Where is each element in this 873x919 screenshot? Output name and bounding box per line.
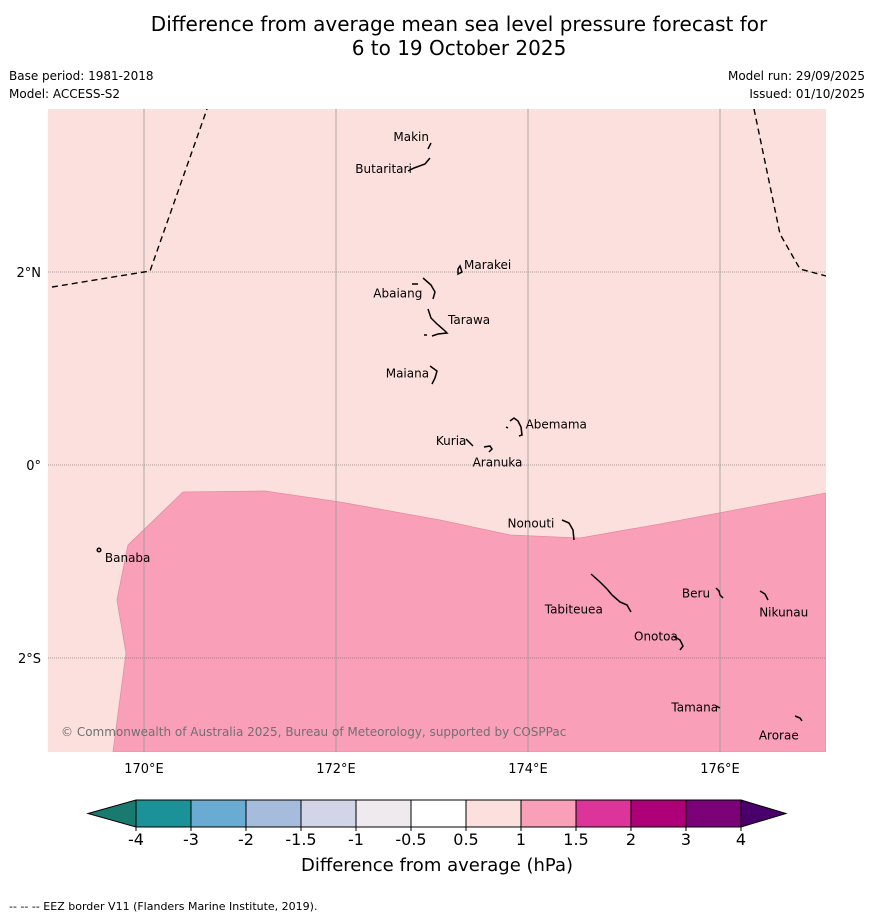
island-label: Butaritari [355,162,412,176]
coast-tamana [715,705,721,709]
latitude-label: 2°S [18,652,41,667]
island-label: Abemama [526,417,587,431]
colorbar-tick-label: 2 [626,830,636,849]
coast-nonouti [561,519,575,541]
meta-right: Model run: 29/09/2025 Issued: 01/10/2025 [728,68,865,104]
title-line-2: 6 to 19 October 2025 [351,36,567,60]
colorbar-swatch [300,799,357,828]
base-period: Base period: 1981-2018 [9,69,154,83]
eez-border [51,109,826,288]
island-label: Maiana [386,366,429,380]
coast-tabiteuea [590,573,632,613]
coast-makin [427,142,432,150]
copyright-text: © Commonwealth of Australia 2025, Bureau… [61,725,566,739]
eez-border-east [753,109,826,277]
map-title: Difference from average mean sea level p… [0,12,873,60]
island-label: Abaiang [373,286,422,300]
model-run: Model run: 29/09/2025 [727,69,865,83]
colorbar-tick-label: -1 [348,830,364,849]
anomaly-region-1-to-1.5 [112,490,826,752]
colorbar-swatch [410,799,467,828]
coast-tarawa [427,308,449,337]
latitude-label: 0° [26,459,41,474]
longitude-label: 174°E [508,762,548,777]
colorbar-extend-high [740,799,788,828]
colorbar-swatch [355,799,412,828]
latitude-labels: 2°N 0° 2°S [17,266,42,667]
coast-marakei [457,264,463,276]
colorbar-extend-low [86,799,137,828]
meta-left: Base period: 1981-2018 Model: ACCESS-S2 [9,68,154,104]
colorbar-tick-label: -1.5 [285,830,316,849]
colorbar-swatch [135,799,192,828]
coast-banaba [96,547,102,553]
colorbar-tick-label: -3 [183,830,199,849]
longitude-labels: 170°E 172°E 174°E 176°E [124,762,740,777]
colorbar-tick-label: 0.5 [453,830,478,849]
coastlines [96,142,803,722]
map-panel: Makin Butaritari Marakei Abaiang Tarawa Maian… [48,109,826,752]
island-label: Kuria [436,434,467,448]
longitude-label: 170°E [124,762,164,777]
colorbar-tick-label: 3 [681,830,691,849]
island-label: Beru [682,586,710,600]
graticule [48,109,826,752]
colorbar-tick-label: -4 [128,830,144,849]
island-label: Makin [393,130,429,144]
island-label: Tabiteuea [544,602,603,616]
colorbar-swatch [630,799,687,828]
colorbar-swatch [685,799,742,828]
coast-abaiang [422,277,436,300]
coast-aranuka [483,445,493,453]
colorbar-swatch [520,799,577,828]
coast-kuria [465,438,474,447]
island-label: Tamana [670,700,718,714]
colorbar-tick-label: 4 [736,830,746,849]
colorbar-label: Difference from average (hPa) [301,855,573,876]
colorbar-tick-label: 1 [516,830,526,849]
model-name: Model: ACCESS-S2 [9,87,121,101]
island-label: Arorae [759,729,799,743]
island-label: Onotoa [634,630,678,644]
island-label: Banaba [105,551,151,565]
longitude-label: 176°E [700,762,740,777]
island-labels: Makin Butaritari Marakei Abaiang Tarawa Maian… [105,130,808,743]
colorbar-tick-label: -2 [238,830,254,849]
eez-footnote: -- -- -- EEZ border V11 (Flanders Marine… [9,900,318,913]
coast-onotoa [672,635,684,651]
latitude-label: 2°N [17,266,42,281]
coast-maiana [429,365,438,385]
colorbar-tick-label: 1.5 [563,830,588,849]
title-line-1: Difference from average mean sea level p… [150,12,768,36]
colorbar-swatch [245,799,302,828]
coast-arorae [794,715,803,722]
island-label: Tarawa [447,313,490,327]
colorbar-swatch [190,799,247,828]
issued-date: Issued: 01/10/2025 [749,87,865,101]
colorbar: -4 -3 -2 -1.5 -1 -0.5 0.5 1 1.5 2 3 4 [86,799,788,849]
island-label: Nikunau [759,605,808,619]
eez-border-west [51,109,208,288]
colorbar-tick-label: -0.5 [395,830,426,849]
island-label: Aranuka [473,456,523,470]
coast-butaritari [407,157,431,172]
island-label: Marakei [464,258,511,272]
colorbar-swatch [465,799,522,828]
longitude-label: 172°E [316,762,356,777]
coast-beru [715,587,724,599]
coast-nikunau [759,590,769,601]
colorbar-swatch [575,799,632,828]
coast-abemama-west [505,426,509,429]
island-label: Nonouti [507,517,554,531]
coast-abemama [509,417,523,437]
